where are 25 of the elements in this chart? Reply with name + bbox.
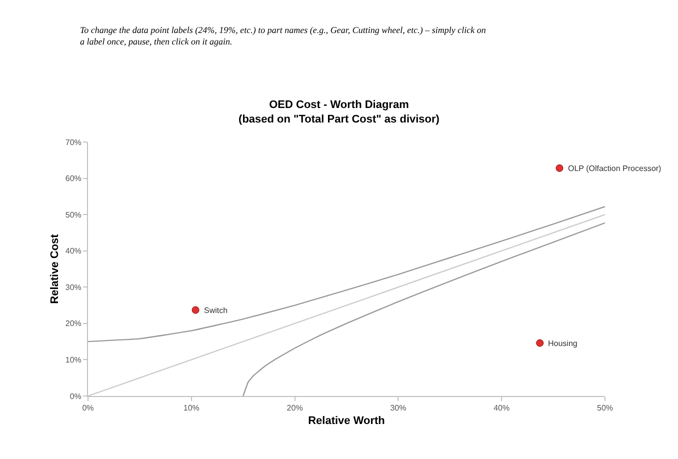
annotation: Housing — [548, 339, 578, 348]
y-tick-label: 10% — [65, 356, 82, 365]
line-series — [242, 222, 605, 396]
y-tick-label: 0% — [70, 392, 82, 401]
point — [556, 164, 564, 172]
y-tick-label: 70% — [65, 138, 82, 147]
y-tick-label: 60% — [65, 174, 82, 184]
y-tick-label: 50% — [65, 210, 82, 220]
x-tick-label: 40% — [494, 404, 510, 413]
annotation: OLP (Olfaction Processor) — [568, 164, 662, 173]
annotation: Switch — [204, 306, 228, 315]
text: To change the data point labels (24%, 19%, etc.) to part names (e.g., Gear, Cutting wheel, etc.) – simply click on a label once, pause, then click on it again. — [80, 25, 486, 47]
x-tick-label: 50% — [596, 404, 614, 413]
point — [192, 306, 200, 314]
y-tick-label: 20% — [65, 319, 82, 328]
x-tick-label: 0% — [82, 404, 94, 413]
y-tick-label: 30% — [65, 282, 82, 292]
x-tick-label: 30% — [390, 404, 406, 413]
y-tick-label: 40% — [65, 246, 82, 256]
x-tick-label: 10% — [183, 404, 200, 413]
y-axis-title: Relative Cost — [49, 234, 62, 304]
chart-title: OED Cost - Worth Diagram (based on "Total Part Cost" as divisor) — [238, 99, 440, 126]
x-axis-title: Relative Worth — [308, 414, 386, 427]
x-tick-label: 20% — [286, 404, 303, 413]
point — [536, 339, 544, 347]
